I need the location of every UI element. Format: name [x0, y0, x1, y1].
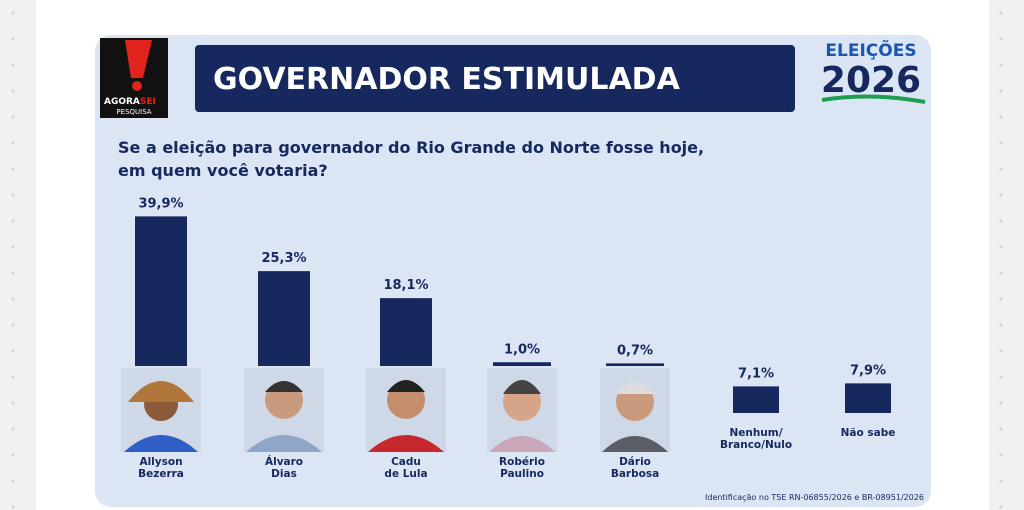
logo-name: AGORASEI [104, 97, 156, 107]
bar [135, 216, 187, 366]
x-tick-label: Álvaro Dias [264, 456, 304, 480]
x-tick-label: Não sabe [840, 427, 896, 439]
logo-name-b: SEI [140, 97, 156, 107]
photo [121, 368, 201, 452]
logo-mark [125, 40, 152, 78]
logo-name-a: AGORA [104, 97, 140, 107]
x-tick-label: Robério Paulino [499, 456, 545, 480]
chart-title: GOVERNADOR ESTIMULADA [213, 62, 681, 97]
badge-line1: ELEIÇÕES [825, 38, 916, 61]
logo-tagline: PESQUISA [116, 108, 151, 116]
footer: Identificação no TSE RN-06855/2026 e BR-… [705, 493, 924, 502]
photos [121, 368, 670, 452]
x-tick-label: Nenhum/ Branco/Nulo [719, 427, 793, 451]
logo-dot [132, 81, 142, 91]
bar [493, 362, 551, 366]
bar [606, 363, 664, 366]
bar [845, 383, 891, 413]
badge-line2: 2026 [821, 60, 921, 101]
badge-swoosh [821, 94, 926, 104]
x-tick-label: Cadu de Lula [384, 456, 428, 480]
value-label: 0,7% [617, 343, 653, 358]
bar [733, 386, 779, 413]
title-bar [195, 45, 795, 112]
photo [366, 368, 446, 452]
value-label: 1,0% [504, 342, 540, 357]
bar [258, 271, 310, 366]
value-label: 25,3% [261, 251, 306, 266]
value-label: 7,1% [738, 366, 774, 381]
value-label: 39,9% [138, 196, 183, 211]
photo [487, 368, 557, 452]
value-label: 7,9% [850, 363, 886, 378]
x-tick-label: Dário Barbosa [610, 456, 660, 480]
photo [600, 368, 670, 452]
photo [244, 368, 324, 452]
value-label: 18,1% [383, 278, 428, 293]
chart-subtitle: Se a eleição para governador do Rio Gran… [118, 138, 705, 180]
x-tick-label: Allyson Bezerra [138, 456, 184, 480]
bar [380, 298, 432, 366]
